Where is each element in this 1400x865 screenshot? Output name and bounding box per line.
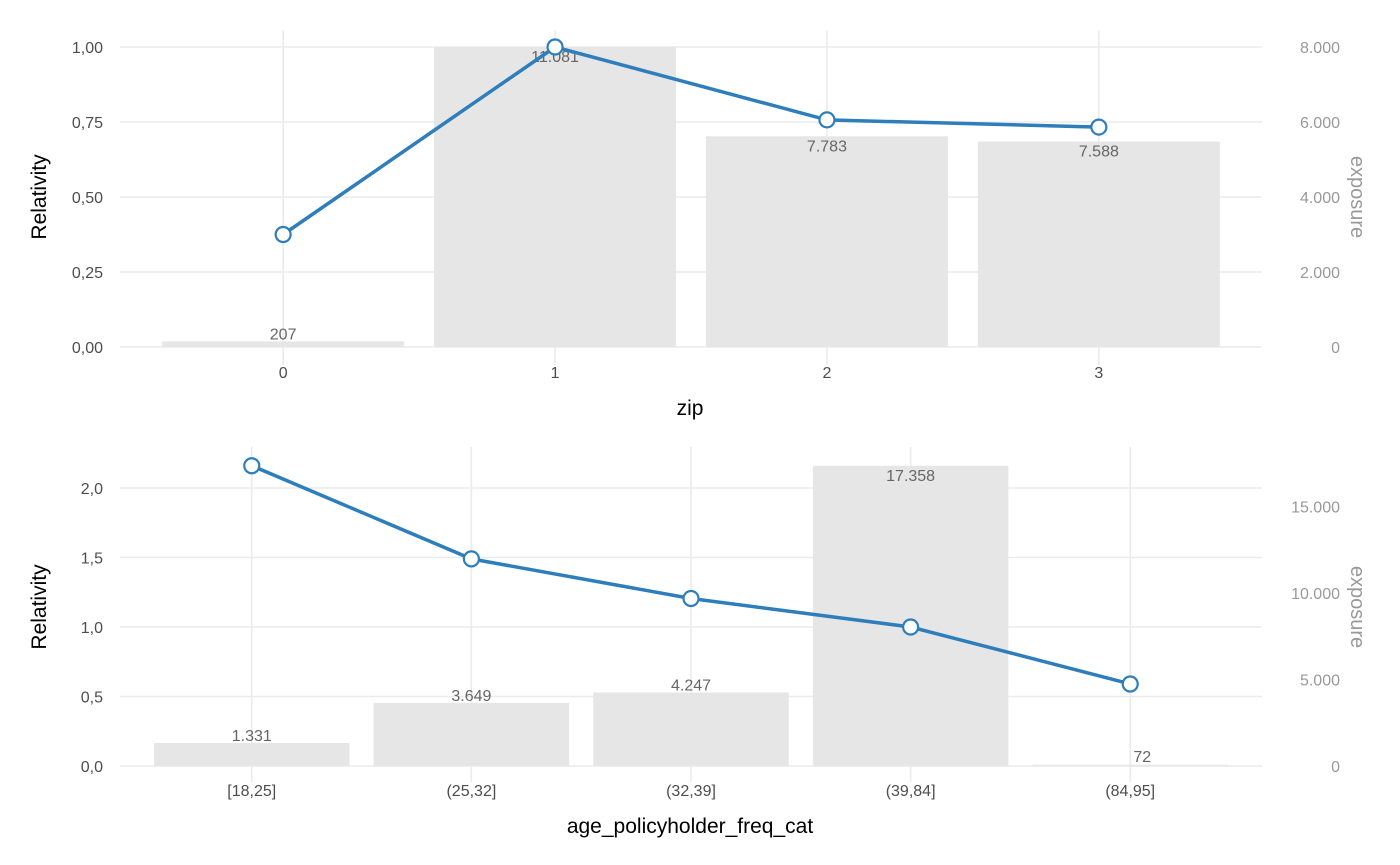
y2-tick-label: 0 bbox=[1331, 340, 1340, 357]
relativity-point bbox=[1121, 675, 1139, 693]
x-tick-label: (32,39] bbox=[666, 783, 716, 800]
exposure-bar bbox=[154, 742, 350, 766]
exposure-label: 7.783 bbox=[807, 138, 847, 155]
relativity-point bbox=[1090, 118, 1108, 136]
y-axis-title: Relativity bbox=[28, 154, 51, 240]
y2-tick-label: 4.000 bbox=[1300, 190, 1340, 207]
exposure-bar bbox=[705, 136, 948, 347]
y-tick-label: 1,5 bbox=[81, 551, 103, 568]
x-tick-label: 1 bbox=[551, 365, 560, 382]
y-tick-label: 0,5 bbox=[81, 690, 103, 707]
exposure-bar bbox=[977, 141, 1220, 347]
exposure-label: 3.649 bbox=[451, 688, 491, 705]
exposure-bar bbox=[812, 465, 1009, 766]
x-tick-label: (39,84] bbox=[886, 783, 936, 800]
exposure-label: 207 bbox=[270, 326, 297, 343]
y-tick-label: 0,75 bbox=[72, 115, 103, 132]
exposure-bar bbox=[162, 341, 405, 347]
relativity-point bbox=[682, 589, 700, 608]
y-tick-label: 1,0 bbox=[81, 620, 103, 637]
x-axis-title: zip bbox=[677, 397, 704, 420]
x-tick-label: 0 bbox=[279, 365, 288, 382]
exposure-bar bbox=[1032, 764, 1228, 767]
y2-axis-title: exposure bbox=[1346, 156, 1368, 238]
x-tick-label: (25,32] bbox=[446, 783, 496, 800]
relativity-line bbox=[282, 45, 1099, 236]
exposure-label: 17.358 bbox=[886, 468, 935, 485]
y2-axis-title: exposure bbox=[1346, 566, 1368, 648]
relativity-point bbox=[546, 38, 564, 56]
x-tick-label: (84,95] bbox=[1105, 783, 1155, 800]
y-axis-title: Relativity bbox=[28, 564, 51, 650]
exposure-label: 1.331 bbox=[232, 728, 272, 745]
exposure-bar bbox=[373, 702, 570, 766]
x-tick-label: [18,25] bbox=[227, 783, 276, 800]
y-tick-label: 0,25 bbox=[72, 265, 103, 282]
relativity-point bbox=[462, 550, 480, 568]
y2-tick-label: 8.000 bbox=[1300, 40, 1340, 57]
y-tick-label: 0,0 bbox=[81, 759, 103, 776]
exposure-label: 4.247 bbox=[671, 678, 711, 695]
exposure-bar bbox=[593, 692, 789, 766]
exposure-label: 72 bbox=[1133, 749, 1151, 766]
exposure-label: 7.588 bbox=[1079, 144, 1119, 161]
y2-tick-label: 5.000 bbox=[1300, 673, 1340, 690]
relativity-point bbox=[818, 111, 836, 129]
y2-tick-label: 6.000 bbox=[1300, 115, 1340, 132]
relativity-point bbox=[243, 457, 261, 475]
y-tick-label: 0,50 bbox=[72, 190, 103, 207]
y2-tick-label: 15.000 bbox=[1291, 500, 1340, 517]
x-axis-title: age_policyholder_freq_cat bbox=[567, 815, 814, 838]
y-tick-label: 0,00 bbox=[72, 340, 103, 357]
y2-tick-label: 0 bbox=[1331, 759, 1340, 776]
y-tick-label: 2,0 bbox=[81, 481, 103, 498]
y2-tick-label: 10.000 bbox=[1291, 586, 1340, 603]
x-tick-label: 2 bbox=[822, 365, 831, 382]
x-tick-label: 3 bbox=[1094, 365, 1103, 382]
exposure-bar bbox=[434, 47, 677, 347]
relativity-point bbox=[902, 618, 920, 636]
relativity-point bbox=[274, 225, 292, 244]
y2-tick-label: 2.000 bbox=[1300, 265, 1340, 282]
chart-panel-2: 1.331 3.649 4.247 17.358 72 0,0 0,5 1,0 1,5 2,0 0 5… bbox=[28, 447, 1368, 838]
y-tick-label: 1,00 bbox=[72, 40, 103, 57]
